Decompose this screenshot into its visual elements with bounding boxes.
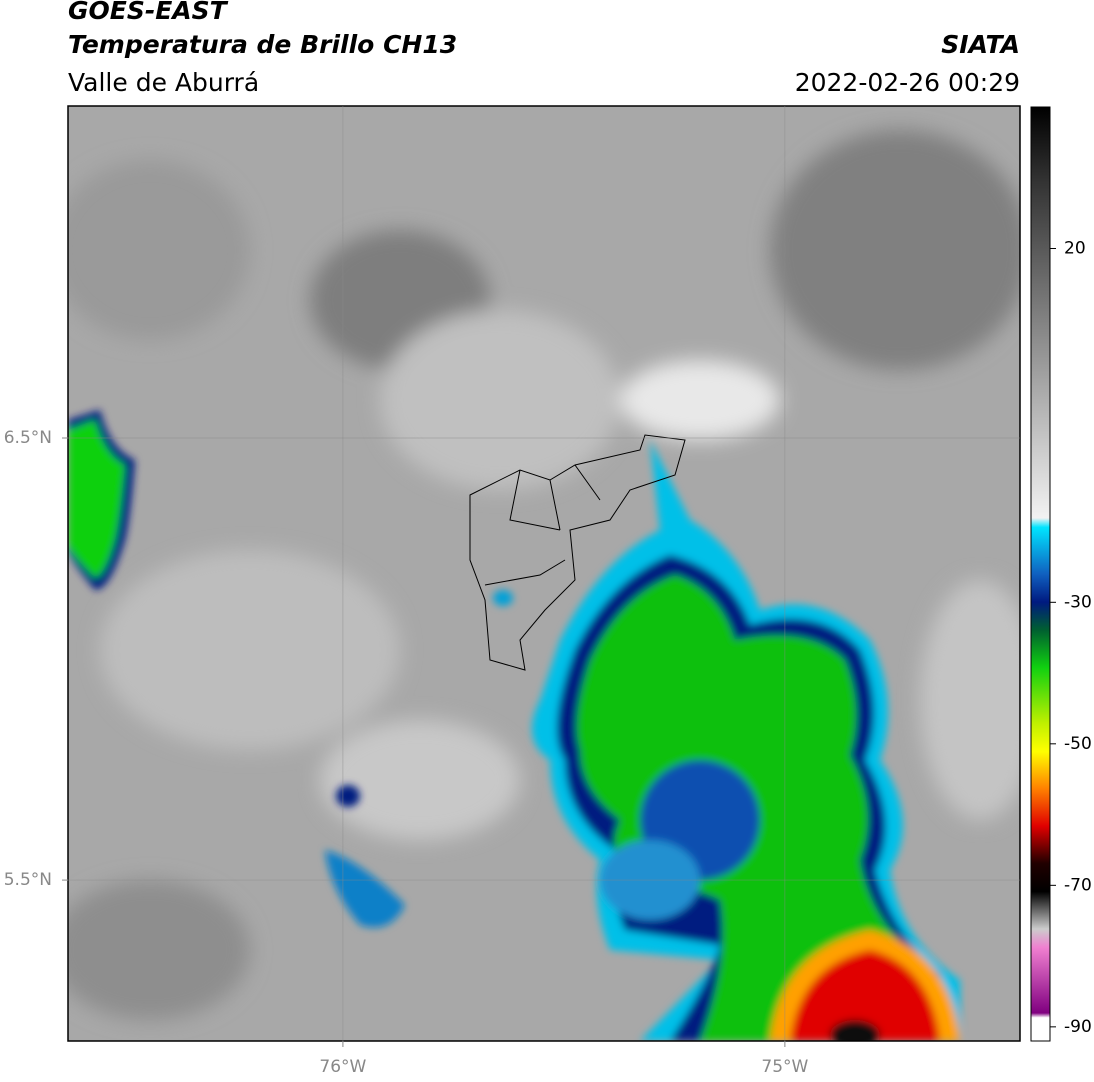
title-line: GOES-EAST <box>68 0 229 25</box>
satellite-image <box>68 106 1020 1041</box>
x-tick-label: 75°W <box>761 1057 808 1077</box>
colorbar-tick-label: 20 <box>1064 239 1086 259</box>
title-line: Temperatura de Brillo CH13 <box>68 30 457 59</box>
timestamp: 2022-02-26 00:29 <box>795 68 1020 97</box>
colorbar <box>1030 106 1051 1042</box>
y-tick-label: 5.5°N <box>4 870 52 890</box>
colorbar-tick-label: -50 <box>1064 734 1092 754</box>
x-tick-label: 76°W <box>319 1057 366 1077</box>
colorbar-tick-label: -30 <box>1064 592 1092 612</box>
subtitle: Valle de Aburrá <box>68 68 259 97</box>
y-tick-label: 6.5°N <box>4 428 52 448</box>
map-frame <box>67 105 1021 1042</box>
source: SIATA <box>941 30 1020 59</box>
colorbar-tick-label: -90 <box>1064 1017 1092 1037</box>
colorbar-tick-label: -70 <box>1064 875 1092 895</box>
